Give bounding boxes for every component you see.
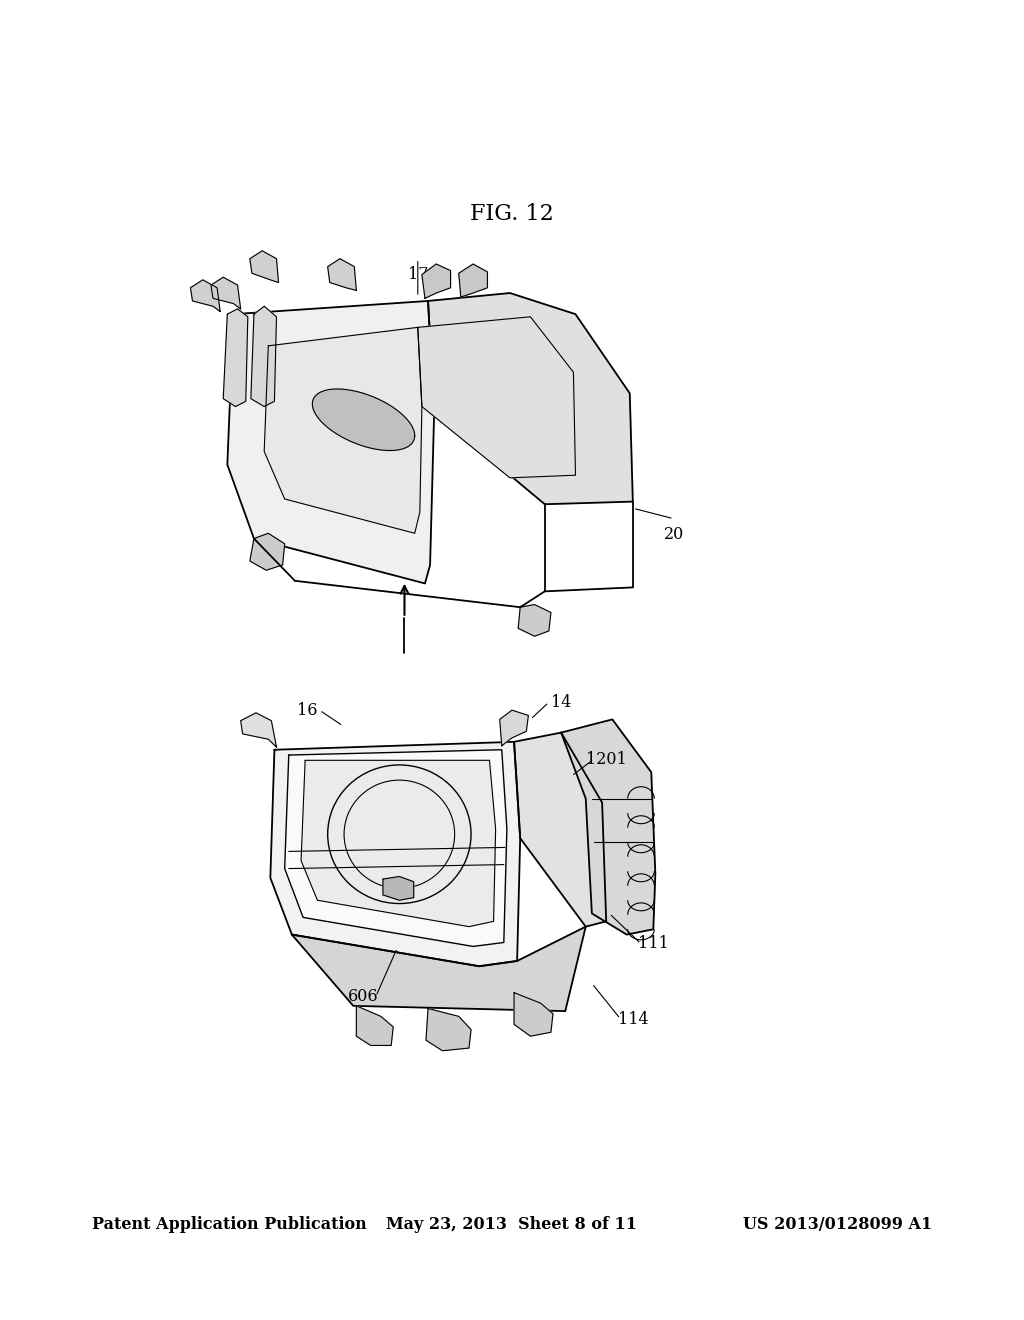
Polygon shape xyxy=(312,389,415,450)
Polygon shape xyxy=(285,750,507,946)
Polygon shape xyxy=(518,605,551,636)
Text: 17: 17 xyxy=(408,267,428,282)
Text: 14: 14 xyxy=(551,694,571,710)
Text: FIG. 12: FIG. 12 xyxy=(470,203,554,224)
Polygon shape xyxy=(500,710,528,746)
Polygon shape xyxy=(251,306,276,407)
Polygon shape xyxy=(241,713,276,747)
Polygon shape xyxy=(250,251,279,282)
Polygon shape xyxy=(514,733,606,927)
Polygon shape xyxy=(264,327,422,533)
Text: 16: 16 xyxy=(297,702,317,718)
Polygon shape xyxy=(227,301,434,583)
Polygon shape xyxy=(422,264,451,298)
Polygon shape xyxy=(356,1006,393,1045)
Polygon shape xyxy=(223,309,248,407)
Polygon shape xyxy=(459,264,487,297)
Text: US 2013/0128099 A1: US 2013/0128099 A1 xyxy=(742,1217,932,1233)
Polygon shape xyxy=(383,876,414,900)
Polygon shape xyxy=(328,259,356,290)
Text: 114: 114 xyxy=(617,1011,648,1027)
Polygon shape xyxy=(561,719,655,935)
Polygon shape xyxy=(190,280,220,312)
Text: 1201: 1201 xyxy=(586,751,627,767)
Polygon shape xyxy=(514,993,553,1036)
Polygon shape xyxy=(301,760,496,927)
Text: May 23, 2013  Sheet 8 of 11: May 23, 2013 Sheet 8 of 11 xyxy=(386,1217,638,1233)
Text: Patent Application Publication: Patent Application Publication xyxy=(92,1217,367,1233)
Polygon shape xyxy=(418,317,575,478)
Polygon shape xyxy=(428,293,633,504)
Polygon shape xyxy=(250,533,285,570)
Text: 606: 606 xyxy=(348,989,379,1005)
Polygon shape xyxy=(426,1008,471,1051)
Polygon shape xyxy=(211,277,241,309)
Text: 111: 111 xyxy=(638,936,669,952)
Polygon shape xyxy=(270,742,520,966)
Polygon shape xyxy=(292,927,586,1011)
Text: 20: 20 xyxy=(664,527,684,543)
